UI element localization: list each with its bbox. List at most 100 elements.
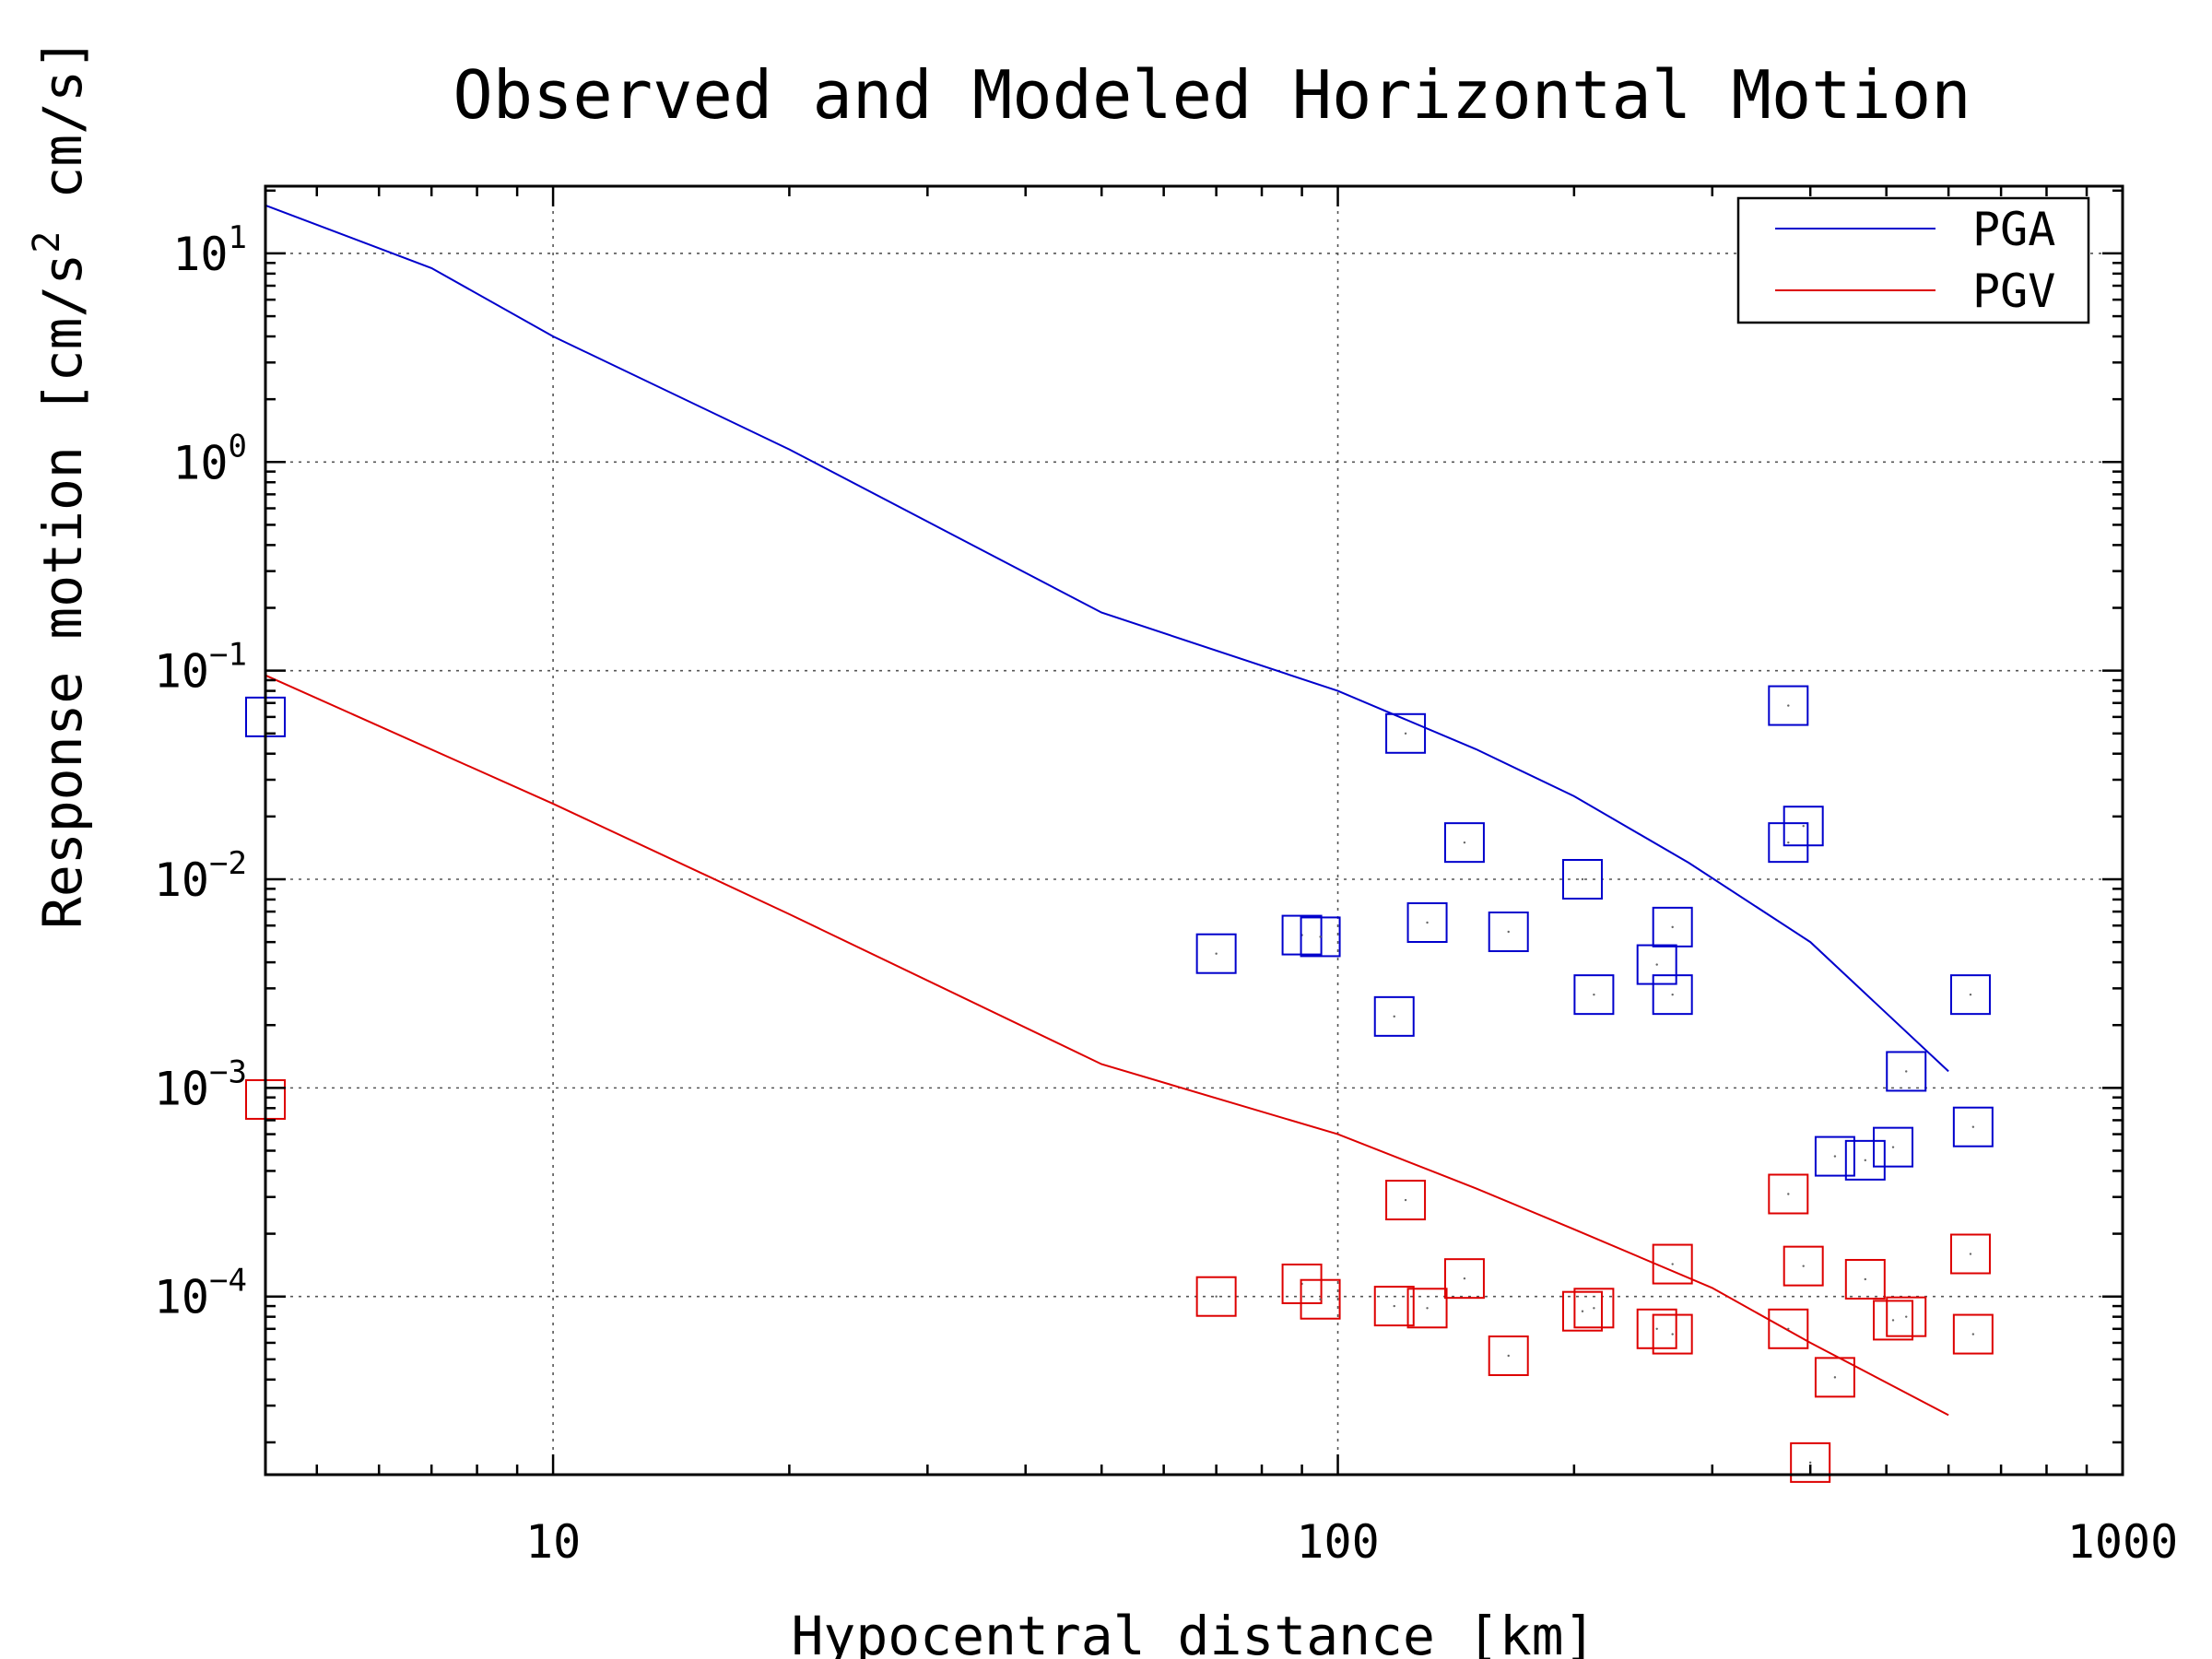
pgv-point-center-18 bbox=[1833, 1376, 1837, 1379]
pgv-point-center-11 bbox=[1655, 1327, 1658, 1330]
pgv-observed-point-12 bbox=[1652, 1243, 1693, 1285]
pga-observed-point-10 bbox=[1573, 974, 1615, 1016]
pga-point-center-20 bbox=[1905, 1070, 1908, 1073]
legend-box bbox=[1736, 196, 2090, 324]
x-tick-label-1: 100 bbox=[1296, 1515, 1379, 1569]
pga-observed-point-20 bbox=[1886, 1051, 1927, 1092]
y-tick-label-1: 100 bbox=[172, 428, 247, 489]
y-tick-label-4: 10−3 bbox=[154, 1053, 247, 1115]
pgv-observed-point-17 bbox=[1790, 1441, 1831, 1483]
pgv-observed-point-11 bbox=[1636, 1308, 1677, 1349]
y-tick-label-0: 101 bbox=[172, 219, 247, 281]
pgv-observed-point-9 bbox=[1561, 1290, 1603, 1332]
pga-observed-point-6 bbox=[1406, 902, 1448, 944]
pgv-observed-point-3 bbox=[1300, 1278, 1341, 1320]
pgv-point-center-4 bbox=[1393, 1304, 1395, 1308]
pgv-point-center-23 bbox=[1971, 1333, 1975, 1335]
pgv-point-center-17 bbox=[1808, 1461, 1812, 1465]
pga-point-center-7 bbox=[1463, 841, 1466, 844]
pga-point-center-1 bbox=[1215, 952, 1218, 955]
pgv-point-center-21 bbox=[1905, 1315, 1908, 1318]
pga-point-center-12 bbox=[1671, 925, 1674, 929]
pga-observed-point-15 bbox=[1768, 822, 1809, 864]
pgv-point-center-19 bbox=[1864, 1277, 1867, 1281]
pga-point-center-18 bbox=[1864, 1159, 1867, 1162]
pga-model-line bbox=[265, 204, 1949, 1073]
pgv-observed-point-14 bbox=[1768, 1173, 1809, 1215]
pga-observed-point-8 bbox=[1488, 912, 1529, 953]
pga-point-center-8 bbox=[1507, 930, 1510, 934]
pgv-observed-point-16 bbox=[1783, 1245, 1824, 1287]
pgv-point-center-8 bbox=[1507, 1354, 1510, 1358]
pga-observed-point-11 bbox=[1636, 944, 1677, 985]
pgv-observed-point-5 bbox=[1385, 1180, 1427, 1221]
pga-observed-point-19 bbox=[1873, 1126, 1914, 1168]
pgv-observed-point-2 bbox=[1281, 1263, 1323, 1304]
pga-observed-point-22 bbox=[1952, 1106, 1994, 1147]
pga-point-center-19 bbox=[1891, 1146, 1895, 1148]
x-tick-label-0: 10 bbox=[525, 1515, 581, 1569]
y-tick-label-3: 10−2 bbox=[154, 845, 247, 907]
pga-observed-point-4 bbox=[1373, 995, 1415, 1037]
pgv-model-line bbox=[265, 674, 1949, 1417]
pga-point-center-21 bbox=[1969, 993, 1972, 996]
pgv-point-center-7 bbox=[1463, 1277, 1466, 1280]
series-layer bbox=[245, 204, 1994, 1483]
pgv-point-center-3 bbox=[1319, 1298, 1322, 1300]
pga-observed-point-2 bbox=[1281, 914, 1323, 956]
y-axis-label-tail: cm/s] bbox=[31, 38, 94, 231]
pga-observed-point-7 bbox=[1443, 822, 1485, 864]
pgv-observed-point-21 bbox=[1886, 1296, 1927, 1337]
series-pgv bbox=[245, 674, 1994, 1483]
x-axis-label: Hypocentral distance [km] bbox=[792, 1605, 1596, 1659]
tick-labels: 10 100 1000 101 100 10−1 10−2 10−3 10−4 bbox=[154, 219, 2178, 1569]
y-axis-label-main: Response motion [cm/s bbox=[31, 253, 94, 929]
pga-point-center-13 bbox=[1671, 993, 1674, 996]
pga-observed-point-16 bbox=[1783, 806, 1824, 847]
legend: PGA PGV bbox=[1736, 196, 2090, 324]
pga-point-center-4 bbox=[1393, 1015, 1395, 1018]
pgv-point-center-22 bbox=[1969, 1253, 1972, 1255]
pgv-observed-point-23 bbox=[1952, 1313, 1994, 1355]
pga-point-center-10 bbox=[1593, 993, 1595, 996]
plot-frame bbox=[264, 184, 2124, 1477]
pga-observed-point-3 bbox=[1300, 916, 1341, 958]
pgv-point-center-6 bbox=[1426, 1307, 1429, 1310]
pgv-observed-point-19 bbox=[1844, 1258, 1886, 1300]
pgv-observed-point-7 bbox=[1443, 1258, 1485, 1300]
pga-observed-point-9 bbox=[1561, 859, 1603, 900]
pga-point-center-17 bbox=[1833, 1155, 1837, 1158]
pgv-observed-point-1 bbox=[1195, 1276, 1237, 1317]
y-tick-label-2: 10−1 bbox=[154, 637, 247, 699]
pgv-point-center-1 bbox=[1215, 1295, 1218, 1298]
pga-point-center-15 bbox=[1787, 841, 1790, 844]
pgv-observed-point-13 bbox=[1652, 1313, 1693, 1355]
pgv-observed-point-18 bbox=[1814, 1357, 1855, 1398]
pga-observed-point-21 bbox=[1949, 974, 1991, 1016]
pga-observed-point-18 bbox=[1844, 1139, 1886, 1181]
series-pga bbox=[245, 204, 1994, 1181]
pga-observed-point-13 bbox=[1652, 974, 1693, 1016]
pga-observed-point-14 bbox=[1768, 685, 1809, 726]
pgv-point-center-12 bbox=[1671, 1263, 1674, 1265]
y-axis-label-superscript: 2 bbox=[26, 231, 68, 253]
pga-point-center-5 bbox=[1404, 732, 1407, 735]
pga-observed-point-12 bbox=[1652, 906, 1693, 947]
pga-observed-point-1 bbox=[1195, 933, 1237, 974]
y-axis-label: Response motion [cm/s2 cm/s] bbox=[26, 38, 94, 929]
pgv-observed-point-20 bbox=[1873, 1300, 1914, 1341]
pga-point-center-22 bbox=[1971, 1125, 1975, 1128]
pgv-point-center-20 bbox=[1891, 1319, 1895, 1322]
pga-point-center-16 bbox=[1802, 825, 1805, 828]
legend-label-pgv: PGV bbox=[1972, 265, 2055, 318]
pgv-observed-point-15 bbox=[1768, 1308, 1809, 1349]
legend-label-pga: PGA bbox=[1972, 203, 2055, 256]
pgv-point-center-16 bbox=[1802, 1265, 1805, 1267]
grid-lines bbox=[265, 186, 2123, 1475]
y-tick-label-5: 10−4 bbox=[154, 1263, 247, 1324]
pgv-point-center-14 bbox=[1787, 1193, 1790, 1195]
pga-point-center-3 bbox=[1319, 935, 1322, 938]
pgv-point-center-9 bbox=[1581, 1310, 1584, 1312]
pga-point-center-6 bbox=[1426, 921, 1429, 924]
